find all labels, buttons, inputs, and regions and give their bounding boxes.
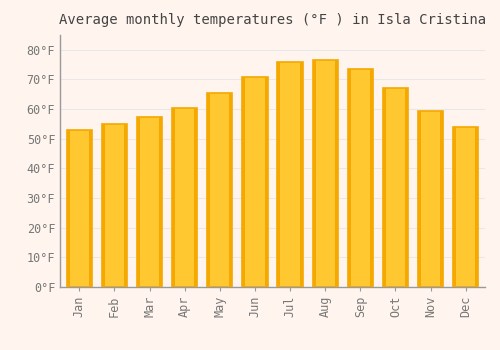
Bar xyxy=(440,111,443,287)
Bar xyxy=(172,108,175,287)
Title: Average monthly temperatures (°F ) in Isla Cristina: Average monthly temperatures (°F ) in Is… xyxy=(59,13,486,27)
Bar xyxy=(370,69,373,287)
Bar xyxy=(383,88,408,287)
Bar xyxy=(300,62,302,287)
Bar xyxy=(207,93,233,287)
Bar xyxy=(66,130,92,287)
Bar xyxy=(278,62,280,287)
Bar xyxy=(124,124,127,287)
Bar xyxy=(102,124,105,287)
Bar xyxy=(66,130,70,287)
Bar xyxy=(312,60,338,287)
Bar xyxy=(418,111,421,287)
Bar xyxy=(230,93,232,287)
Bar xyxy=(137,117,140,287)
Bar xyxy=(102,124,127,287)
Bar xyxy=(264,77,268,287)
Bar xyxy=(312,60,316,287)
Bar xyxy=(453,127,478,287)
Bar xyxy=(137,117,162,287)
Bar xyxy=(89,130,92,287)
Bar xyxy=(348,69,350,287)
Bar xyxy=(207,93,210,287)
Bar xyxy=(242,77,268,287)
Bar xyxy=(418,111,443,287)
Bar xyxy=(242,77,246,287)
Bar xyxy=(172,108,198,287)
Bar xyxy=(383,88,386,287)
Bar xyxy=(194,108,198,287)
Bar xyxy=(453,127,456,287)
Bar xyxy=(159,117,162,287)
Bar xyxy=(278,62,302,287)
Bar xyxy=(335,60,338,287)
Bar xyxy=(476,127,478,287)
Bar xyxy=(348,69,373,287)
Bar xyxy=(405,88,408,287)
